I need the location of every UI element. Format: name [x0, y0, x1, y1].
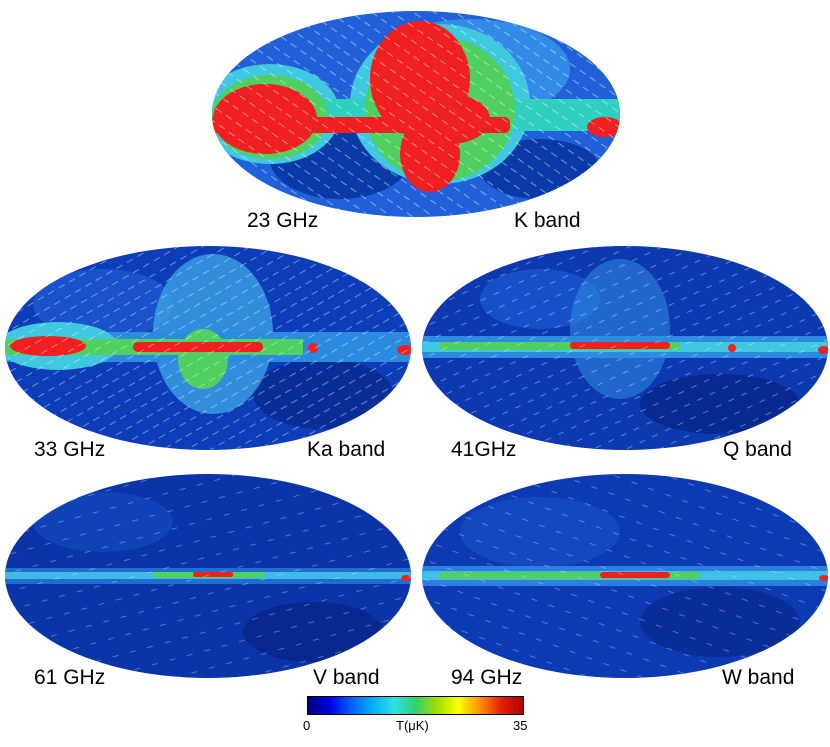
k-band-name-label: K band	[514, 209, 581, 232]
temperature-colorbar	[307, 696, 524, 715]
v-band-sky-map	[3, 472, 413, 680]
colorbar-min-label: 0	[303, 718, 311, 733]
colorbar-max-label: 35	[513, 718, 528, 733]
v-band-name-label: V band	[313, 666, 380, 689]
k-band-frequency-label: 23 GHz	[247, 209, 319, 232]
w-band-mollweide-ellipse	[422, 474, 828, 678]
q-band-name-label: Q band	[723, 438, 792, 461]
ka-band-sky-map	[3, 244, 413, 452]
q-band-frequency-label: 41GHz	[451, 438, 517, 461]
ka-band-frequency-label: 33 GHz	[34, 438, 106, 461]
w-band-sky-map	[420, 472, 830, 680]
colorbar-unit-label: T(μK)	[396, 718, 429, 733]
q-band-sky-map	[420, 244, 830, 452]
w-band-frequency-label: 94 GHz	[451, 666, 523, 689]
v-band-mollweide-ellipse	[5, 474, 411, 678]
k-band-sky-map	[210, 9, 622, 219]
ka-band-mollweide-ellipse	[5, 246, 411, 450]
w-band-name-label: W band	[722, 666, 795, 689]
v-band-frequency-label: 61 GHz	[34, 666, 106, 689]
q-band-mollweide-ellipse	[422, 246, 828, 450]
ka-band-name-label: Ka band	[307, 438, 386, 461]
k-band-mollweide-ellipse	[212, 11, 620, 217]
